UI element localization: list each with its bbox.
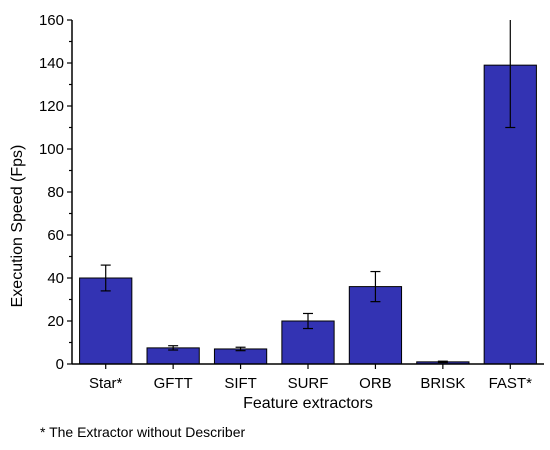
error-bar-star: [100, 264, 111, 292]
x-tick-label: SURF: [288, 375, 329, 392]
y-tick-label: 100: [39, 141, 64, 158]
y-tick-label: 40: [47, 270, 64, 287]
plot-area: Star* GFTT SIFT SURF ORB BRISK FAST* 0 20 40 60 80 1…: [39, 12, 544, 392]
y-tick-label: 20: [47, 313, 64, 330]
y-tick-label: 140: [39, 55, 64, 72]
x-tick-label: GFTT: [154, 375, 193, 392]
y-axis-title: Execution Speed (Fps): [9, 145, 26, 308]
bar-star: [79, 277, 133, 365]
y-tick-label: 60: [47, 227, 64, 244]
y-tick-label: 80: [47, 184, 64, 201]
error-bar-fast: [505, 20, 516, 129]
x-tick-label: ORB: [359, 375, 392, 392]
x-tick-label: SIFT: [224, 375, 257, 392]
error-bar-sift: [235, 346, 246, 352]
y-tick-label: 120: [39, 98, 64, 115]
x-tick-label: Star*: [89, 375, 123, 392]
error-bar-orb: [370, 270, 381, 303]
y-tick-label: 0: [56, 356, 64, 373]
y-tick-label: 160: [39, 12, 64, 29]
error-bar-surf: [303, 312, 313, 330]
footnote: * The Extractor without Describer: [40, 424, 245, 440]
x-axis-title: Feature extractors: [243, 395, 373, 412]
x-tick-label: BRISK: [420, 375, 465, 392]
error-bar-gftt: [168, 345, 179, 351]
error-bar-brisk: [437, 360, 448, 364]
x-tick-label: FAST*: [489, 375, 533, 392]
